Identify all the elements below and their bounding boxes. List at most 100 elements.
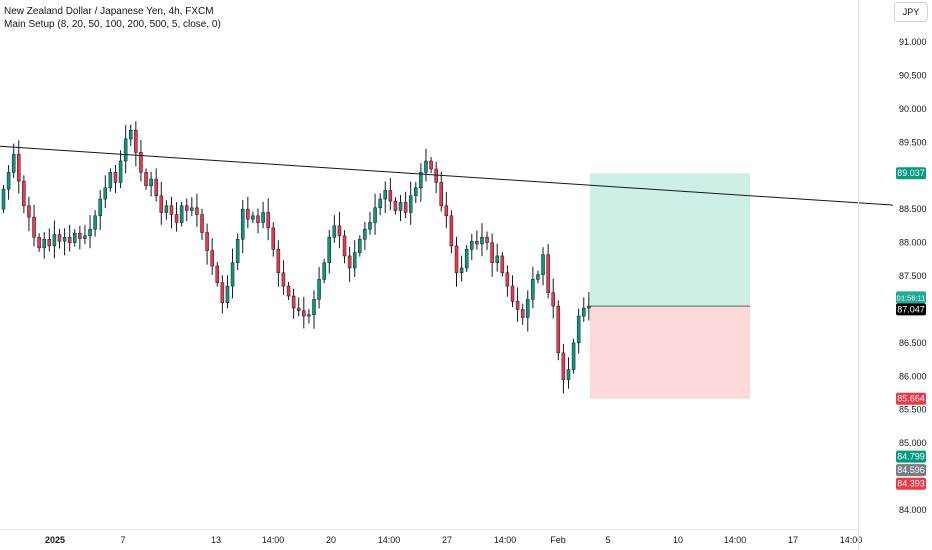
- candle-body: [490, 242, 494, 263]
- candle: [368, 211, 372, 235]
- candle: [302, 296, 306, 329]
- candle: [246, 196, 250, 229]
- time-scale[interactable]: 2025 7 13 14:00 20 14:00 27 14:00 Feb 5 10 14:00 17 1…: [45, 535, 862, 545]
- candle: [566, 357, 571, 389]
- symbol-title[interactable]: New Zealand Dollar / Japanese Yen, 4h, F…: [4, 6, 214, 17]
- candle: [47, 228, 52, 252]
- candle: [571, 338, 576, 374]
- candle-body: [108, 172, 113, 188]
- candle-body: [307, 314, 311, 317]
- candle-body: [383, 190, 387, 200]
- loss-zone[interactable]: [590, 306, 750, 399]
- candle: [184, 198, 189, 222]
- price-scale-labels: 89.037 01:56:11 87.047 85.664 84.799 84.596 84…: [896, 167, 926, 490]
- price-tick-label: 85.500: [899, 405, 927, 415]
- price-label-box: [896, 392, 926, 405]
- candle-body: [551, 292, 555, 307]
- candle: [195, 193, 199, 227]
- candle-body: [546, 254, 550, 293]
- time-tick-label: 17: [788, 535, 798, 545]
- price-label-box: [896, 291, 926, 304]
- candle: [480, 223, 484, 257]
- price-label-text: 01:56:11: [897, 293, 926, 302]
- candle: [251, 211, 255, 224]
- candle-body: [332, 225, 337, 238]
- candle: [485, 231, 489, 250]
- candle-body: [261, 212, 265, 223]
- candle: [52, 220, 57, 259]
- candle-body: [11, 154, 16, 173]
- candle-body: [179, 205, 184, 223]
- candle-body: [327, 236, 332, 263]
- candle: [83, 225, 87, 245]
- candle-body: [225, 285, 230, 303]
- candle: [235, 233, 240, 270]
- candle-body: [103, 187, 108, 200]
- candle-body: [566, 369, 571, 380]
- candle-body: [235, 238, 240, 263]
- candle: [200, 208, 204, 240]
- candle: [37, 233, 41, 252]
- candle-body: [1, 188, 6, 210]
- price-tick-label: 91.000: [899, 37, 927, 47]
- candle-body: [429, 160, 433, 170]
- candle: [108, 168, 113, 192]
- candle-body: [541, 254, 545, 275]
- candle: [398, 195, 403, 222]
- candle: [57, 228, 62, 249]
- candle-body: [195, 207, 199, 215]
- candle: [88, 215, 92, 249]
- candle: [123, 124, 128, 174]
- candle-body: [169, 205, 174, 215]
- candle-body: [144, 172, 148, 186]
- candle: [505, 265, 510, 297]
- candle: [561, 343, 566, 394]
- trendline[interactable]: [0, 145, 894, 206]
- currency-button[interactable]: JPY: [894, 2, 928, 22]
- price-scale[interactable]: 91.00090.50090.00089.50089.00088.50088.0…: [899, 37, 927, 515]
- candle: [73, 229, 77, 247]
- candle-body: [6, 172, 11, 190]
- time-tick-label: 14:00: [494, 535, 517, 545]
- candle-body: [408, 195, 413, 213]
- price-label-level_a: 84.799: [896, 450, 926, 463]
- candle: [261, 201, 265, 229]
- candle-body: [57, 234, 62, 242]
- candle: [470, 233, 474, 260]
- candle-body: [47, 238, 52, 247]
- candle-body: [352, 252, 357, 269]
- price-label-target: 89.037: [896, 167, 926, 180]
- price-label-box: [896, 450, 926, 463]
- candle: [526, 290, 530, 332]
- price-label-box: [896, 167, 926, 180]
- candle: [582, 297, 586, 322]
- candle-body: [322, 262, 326, 280]
- candle: [296, 297, 301, 317]
- candle-body: [398, 202, 403, 211]
- candle: [378, 193, 382, 216]
- candle: [230, 248, 235, 299]
- candle: [205, 223, 209, 265]
- candle: [307, 309, 311, 324]
- candle-body: [164, 205, 169, 213]
- candle-body: [475, 240, 479, 245]
- candle: [1, 185, 6, 214]
- profit-zone[interactable]: [590, 173, 750, 307]
- long-position-tool[interactable]: [590, 173, 750, 399]
- time-tick-label: 14:00: [840, 535, 863, 545]
- candle-body: [495, 255, 499, 263]
- candle-body: [37, 236, 41, 249]
- candle: [439, 171, 443, 212]
- candle: [271, 222, 276, 257]
- candle: [342, 230, 347, 264]
- candle: [403, 191, 408, 219]
- candle-body: [52, 234, 57, 247]
- candle: [149, 171, 153, 197]
- candle: [11, 143, 16, 179]
- candle-body: [93, 215, 97, 230]
- indicator-label[interactable]: Main Setup (8, 20, 50, 100, 200, 500, 5,…: [4, 19, 221, 30]
- candle-body: [154, 178, 158, 197]
- candle: [286, 282, 291, 301]
- candle: [475, 230, 479, 250]
